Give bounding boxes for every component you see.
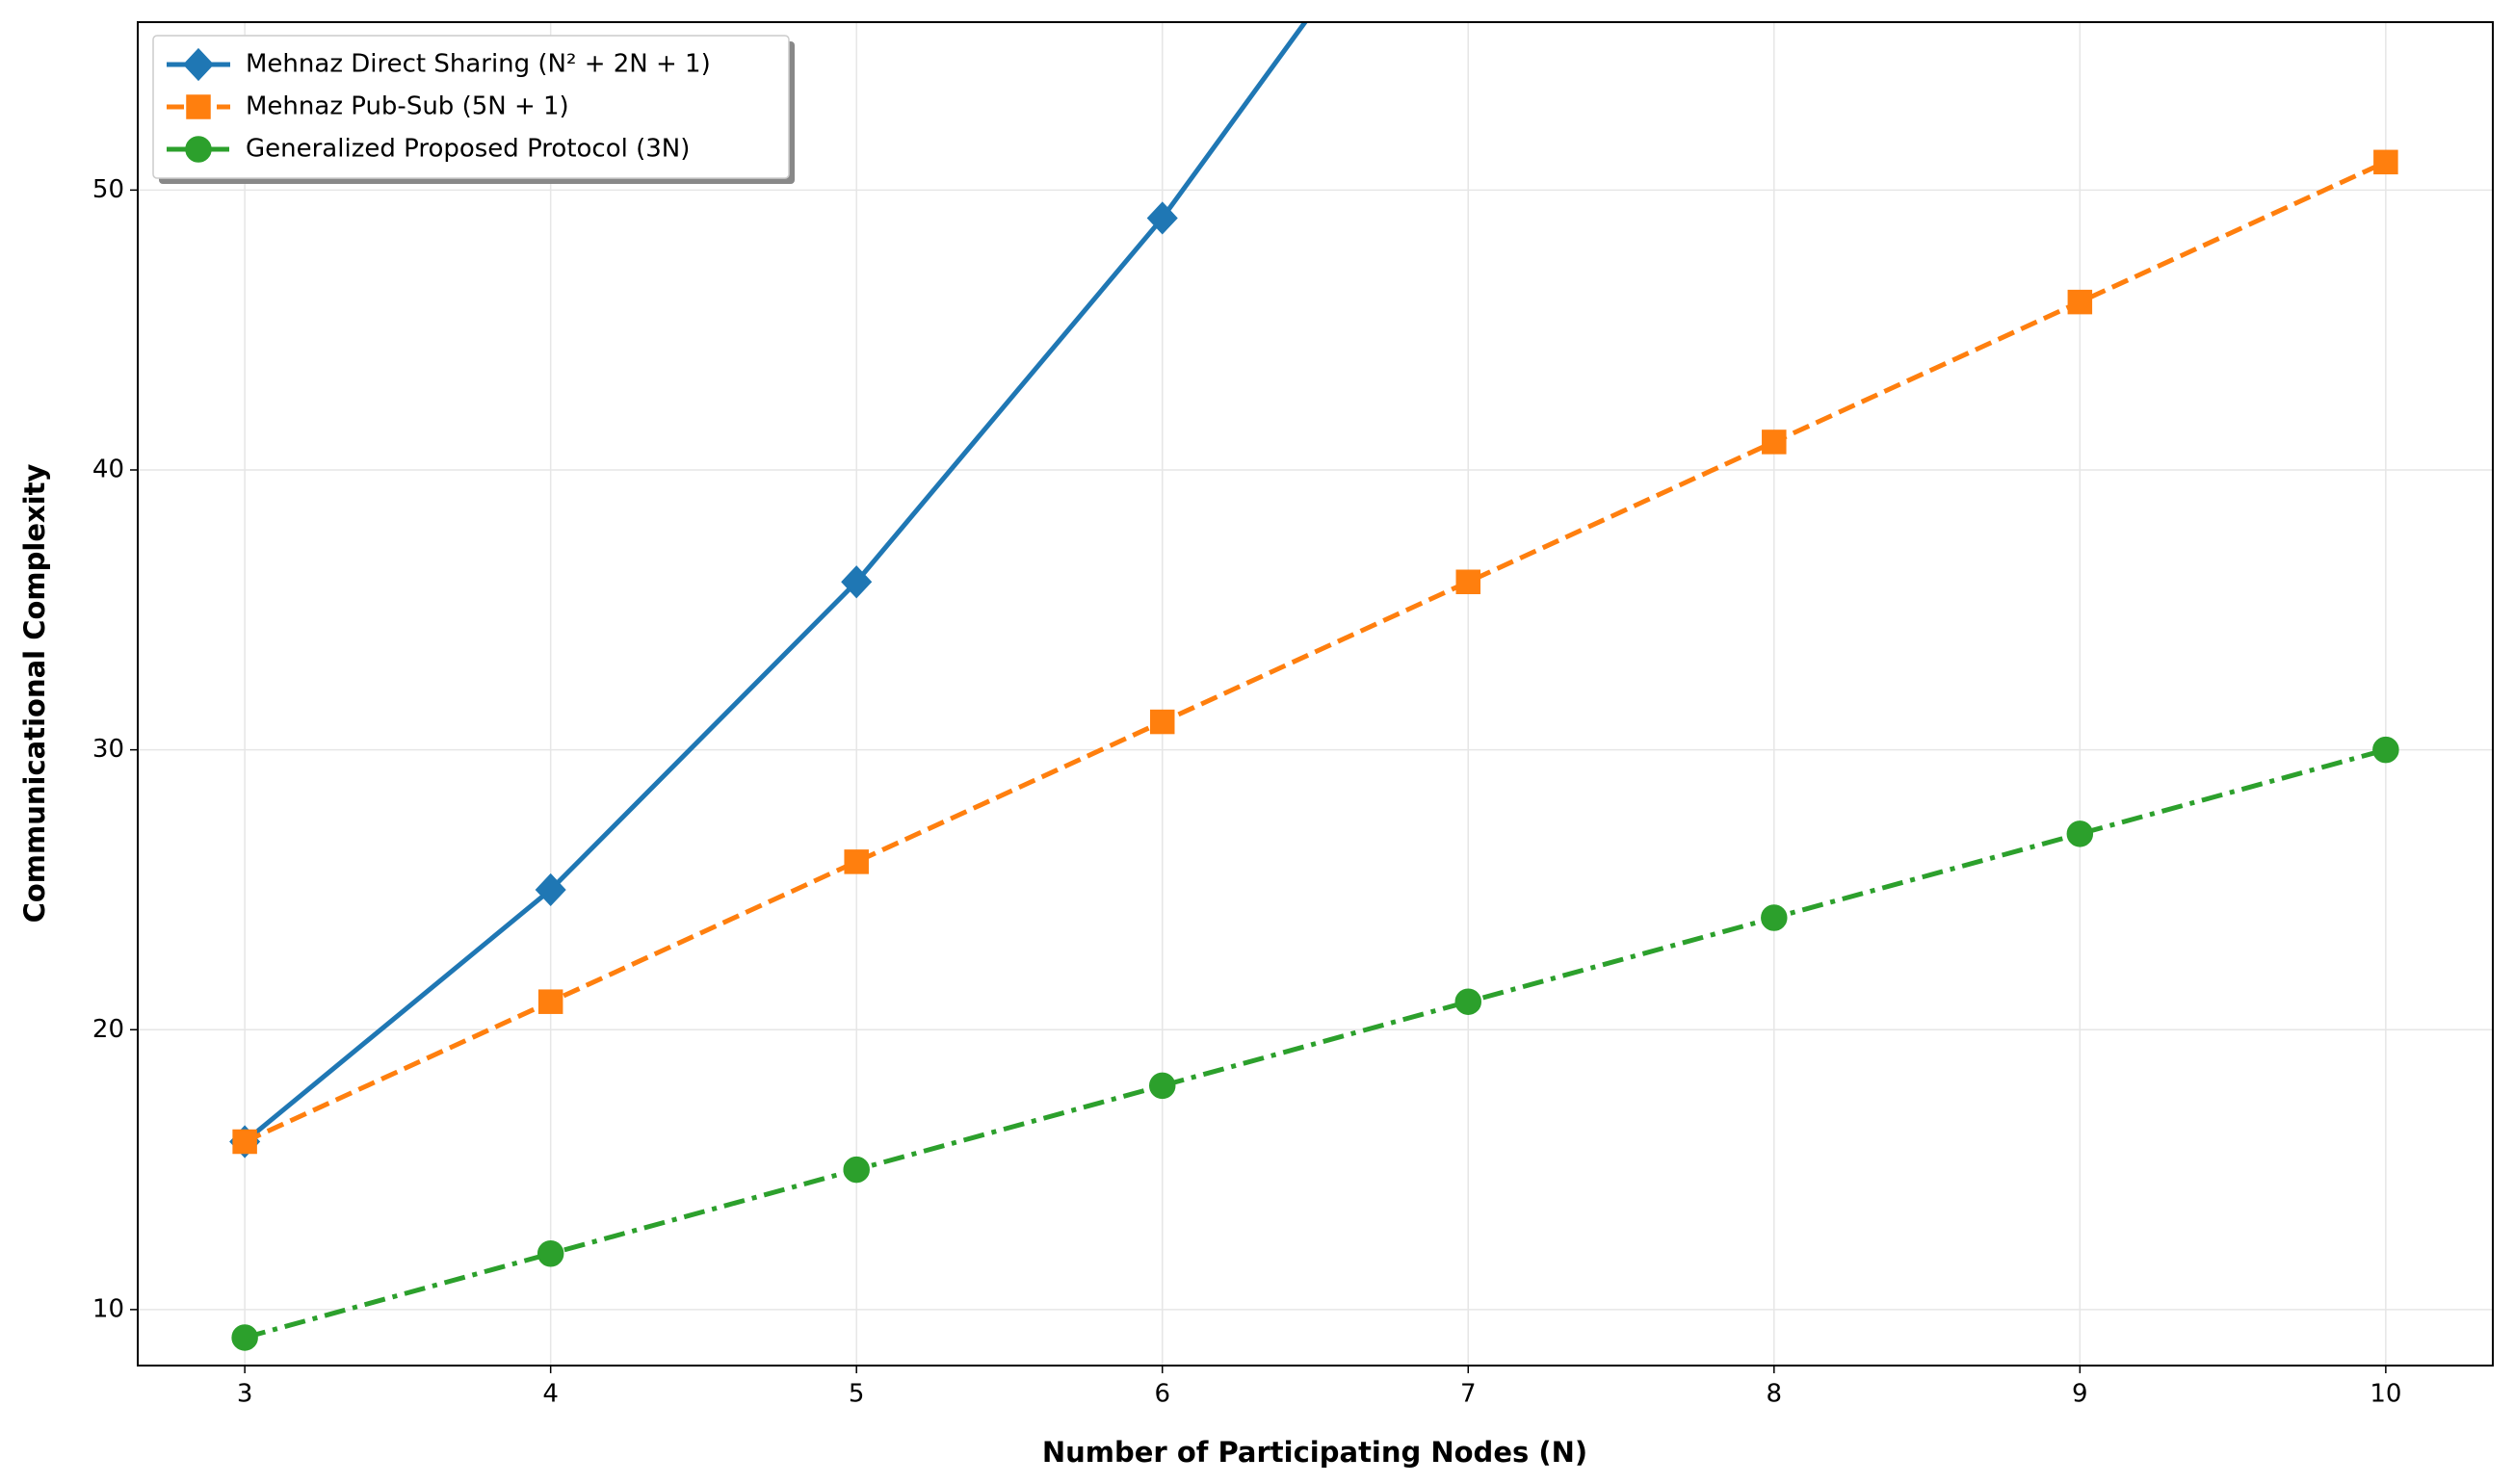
series-line bbox=[244, 160, 2387, 1144]
x-tick-label: 7 bbox=[1460, 1380, 1477, 1409]
x-tick-label: 9 bbox=[2072, 1380, 2088, 1409]
marker bbox=[1146, 201, 1178, 235]
marker bbox=[186, 94, 211, 119]
marker bbox=[231, 1324, 258, 1351]
marker bbox=[2066, 820, 2094, 847]
marker bbox=[1455, 569, 1481, 594]
marker bbox=[537, 1240, 564, 1267]
series-line bbox=[243, 22, 1309, 1144]
y-tick-label: 40 bbox=[92, 456, 124, 484]
series-line bbox=[244, 747, 2387, 1341]
marker bbox=[535, 872, 566, 907]
marker bbox=[2373, 149, 2398, 175]
plot-area bbox=[229, 22, 2399, 1351]
marker bbox=[1454, 988, 1482, 1015]
legend-label: Generalized Proposed Protocol (3N) bbox=[246, 135, 690, 164]
marker bbox=[182, 47, 215, 82]
marker bbox=[844, 849, 869, 874]
marker bbox=[2067, 289, 2093, 315]
marker bbox=[1761, 904, 1788, 931]
x-axis-label: Number of Participating Nodes (N) bbox=[1042, 1436, 1587, 1469]
marker bbox=[537, 989, 563, 1014]
x-tick-label: 4 bbox=[542, 1380, 559, 1409]
marker bbox=[841, 565, 873, 599]
y-tick-label: 30 bbox=[92, 735, 124, 764]
y-tick-label: 10 bbox=[92, 1294, 124, 1323]
axes-frame bbox=[137, 21, 2494, 1367]
marker bbox=[2372, 736, 2399, 764]
x-tick-label: 8 bbox=[1767, 1380, 1783, 1409]
marker bbox=[1762, 430, 1787, 455]
marker bbox=[1148, 1072, 1176, 1100]
legend-label: Mehnaz Pub-Sub (5N + 1) bbox=[246, 92, 569, 121]
x-tick-label: 6 bbox=[1154, 1380, 1170, 1409]
x-tick-label: 10 bbox=[2370, 1380, 2401, 1409]
y-tick-label: 50 bbox=[92, 175, 124, 204]
legend-label: Mehnaz Direct Sharing (N² + 2N + 1) bbox=[246, 50, 711, 79]
x-tick-label: 5 bbox=[849, 1380, 865, 1409]
legend bbox=[152, 35, 790, 179]
marker bbox=[1149, 709, 1175, 735]
marker bbox=[843, 1156, 870, 1184]
marker bbox=[232, 1129, 257, 1155]
marker bbox=[185, 136, 212, 163]
y-tick-label: 20 bbox=[92, 1015, 124, 1044]
x-tick-label: 3 bbox=[237, 1380, 253, 1409]
y-axis-label: Communicational Complexity bbox=[18, 464, 51, 924]
